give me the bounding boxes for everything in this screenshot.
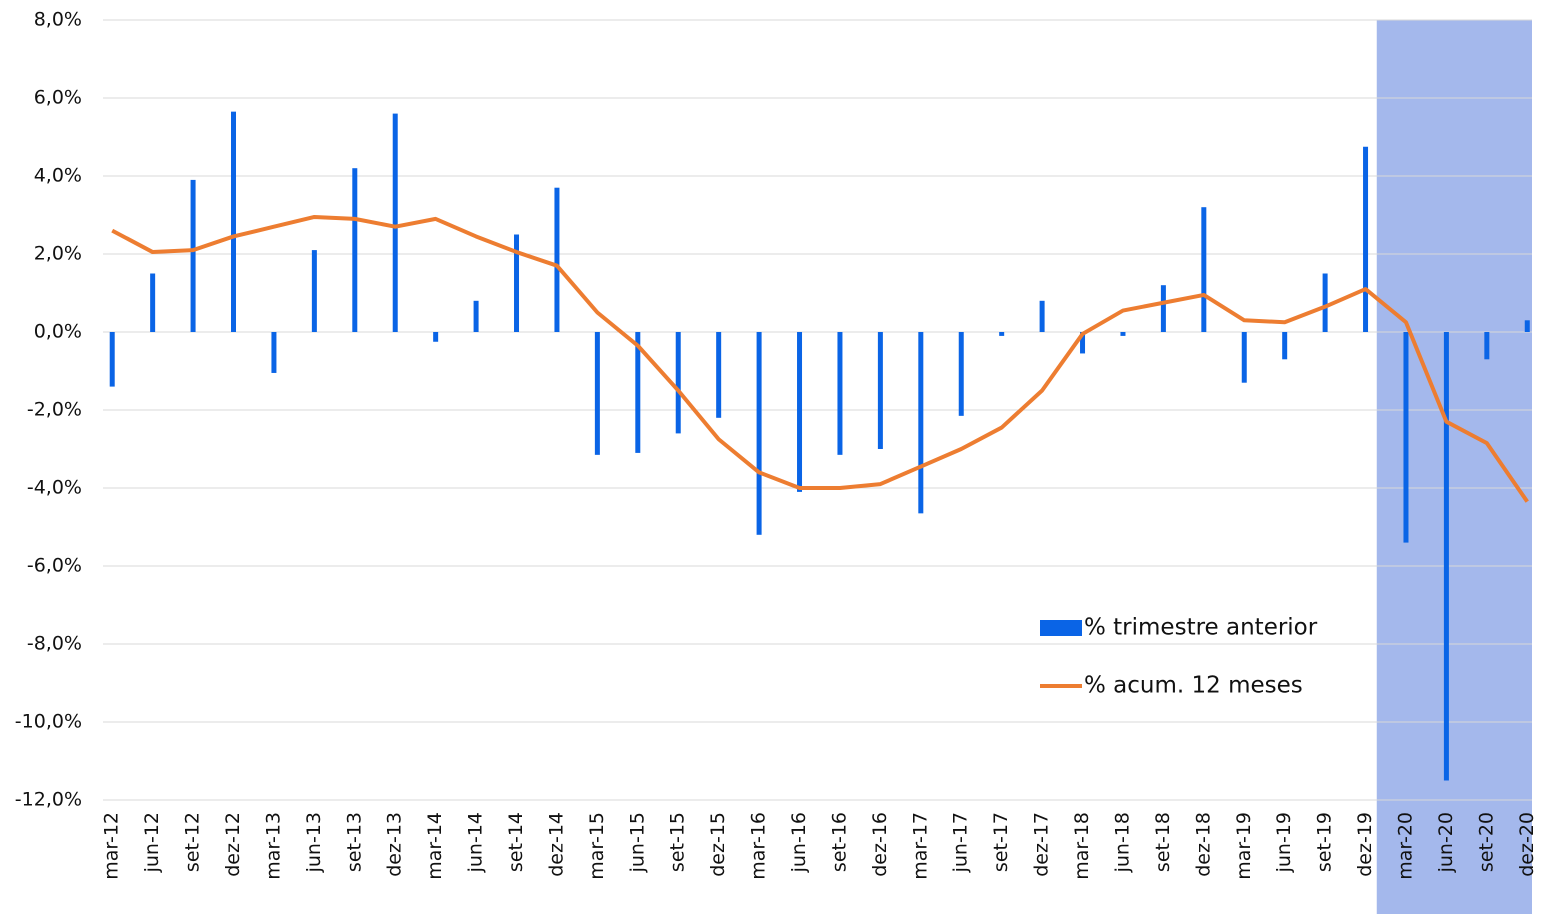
bar <box>1322 273 1328 332</box>
x-tick-label: mar-14 <box>424 812 446 880</box>
bar <box>797 332 803 492</box>
x-tick-label: mar-12 <box>101 812 123 880</box>
x-tick-label: dez-14 <box>545 812 567 877</box>
bar <box>1039 300 1045 332</box>
legend-swatch <box>1040 620 1082 636</box>
bar <box>392 113 398 332</box>
x-tick-label: jun-12 <box>141 812 163 873</box>
bar <box>1160 285 1166 332</box>
bar <box>311 250 317 332</box>
line <box>111 214 1529 503</box>
y-tick-label: 0,0% <box>34 321 82 343</box>
bar <box>554 187 560 332</box>
y-tick-label: -8,0% <box>27 633 82 655</box>
x-tick-label: jun-17 <box>950 812 972 873</box>
bar <box>1120 332 1126 336</box>
bar <box>271 332 277 373</box>
bar <box>109 332 115 387</box>
x-tick-label: mar-20 <box>1394 812 1416 880</box>
x-tick-label: dez-20 <box>1516 812 1538 877</box>
y-tick-label: -2,0% <box>27 399 82 421</box>
x-tick-label: jun-16 <box>788 812 810 873</box>
x-tick-label: set-16 <box>828 812 850 872</box>
bar <box>1080 332 1086 354</box>
x-tick-label: jun-18 <box>1111 812 1133 873</box>
bar <box>1363 146 1369 332</box>
bar <box>1403 332 1409 543</box>
x-tick-label: set-14 <box>505 812 527 872</box>
y-tick-label: -12,0% <box>15 789 82 811</box>
x-tick-label: mar-17 <box>909 812 931 880</box>
y-tick-label: 6,0% <box>34 87 82 109</box>
bar <box>1241 332 1247 383</box>
bar <box>675 332 681 434</box>
bar <box>473 300 479 332</box>
bar <box>918 332 924 514</box>
bar <box>999 332 1005 336</box>
y-tick-label: 2,0% <box>34 243 82 265</box>
x-tick-label: set-19 <box>1314 812 1336 872</box>
bar <box>837 332 843 455</box>
y-tick-label: -6,0% <box>27 555 82 577</box>
x-tick-label: set-12 <box>182 812 204 872</box>
bar <box>1443 332 1449 781</box>
bar <box>514 234 520 332</box>
legend-label: % trimestre anterior <box>1084 615 1318 641</box>
x-tick-label: mar-13 <box>262 812 284 880</box>
x-tick-label: set-13 <box>343 812 365 872</box>
x-tick-label: set-18 <box>1152 812 1174 872</box>
x-tick-label: dez-17 <box>1031 812 1053 877</box>
x-tick-label: jun-20 <box>1435 812 1457 873</box>
x-tick-label: mar-18 <box>1071 812 1093 880</box>
bar <box>150 273 156 332</box>
x-tick-label: mar-15 <box>586 812 608 880</box>
y-tick-label: -4,0% <box>27 477 82 499</box>
x-tick-label: dez-16 <box>869 812 891 877</box>
bar <box>1524 320 1530 332</box>
x-tick-label: set-17 <box>990 812 1012 872</box>
x-tick-label: jun-14 <box>465 812 487 873</box>
bar <box>1282 332 1288 360</box>
bar <box>1484 332 1490 360</box>
x-tick-label: jun-19 <box>1273 812 1295 873</box>
bar <box>877 332 883 449</box>
bar <box>756 332 762 535</box>
x-tick-label: dez-12 <box>222 812 244 877</box>
legend-label: % acum. 12 meses <box>1084 673 1303 699</box>
bar <box>190 179 196 332</box>
bar <box>594 332 600 455</box>
x-tick-label: jun-15 <box>626 812 648 873</box>
y-tick-label: -10,0% <box>15 711 82 733</box>
x-tick-label: dez-15 <box>707 812 729 877</box>
x-tick-label: dez-18 <box>1192 812 1214 877</box>
x-tick-label: mar-19 <box>1233 812 1255 880</box>
x-tick-label: jun-13 <box>303 812 325 873</box>
x-tick-label: set-20 <box>1475 812 1497 872</box>
bar <box>352 168 358 332</box>
y-tick-label: 4,0% <box>34 165 82 187</box>
y-tick-label: 8,0% <box>34 9 82 31</box>
bar <box>231 111 237 333</box>
bar <box>716 332 722 418</box>
x-tick-label: mar-16 <box>748 812 770 880</box>
x-tick-label: dez-19 <box>1354 812 1376 877</box>
bar <box>958 332 964 416</box>
bar <box>433 332 439 342</box>
bar <box>1201 207 1207 332</box>
bar <box>635 332 641 453</box>
highlight-band <box>1376 20 1532 914</box>
x-tick-label: set-15 <box>667 812 689 872</box>
x-tick-label: dez-13 <box>384 812 406 877</box>
